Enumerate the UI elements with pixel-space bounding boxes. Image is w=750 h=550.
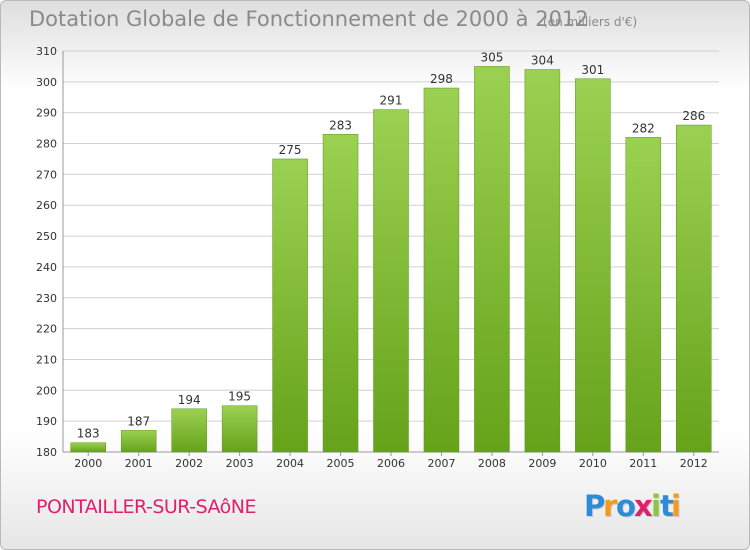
logo-letter: i (671, 489, 681, 523)
y-tick-label: 250 (36, 230, 57, 243)
y-tick-label: 180 (36, 446, 57, 459)
data-label: 195 (228, 390, 251, 404)
x-axis: 2000 2001 2002 2003 2004 2005 2006 2007 2008 2009… (74, 452, 708, 470)
bar-2007 (423, 87, 460, 453)
x-tick-label: 2000 (74, 457, 102, 470)
data-label: 283 (329, 118, 352, 132)
x-tick-label: 2003 (226, 457, 254, 470)
chart-title: Dotation Globale de Fonctionnement de 20… (29, 7, 589, 31)
x-tick-label: 2011 (629, 457, 657, 470)
bar-2005 (322, 134, 359, 453)
bar-2008 (474, 66, 510, 453)
x-tick-label: 2008 (478, 457, 506, 470)
logo-letter: t (660, 489, 674, 523)
y-tick-label: 280 (36, 138, 57, 151)
bar-2001 (120, 430, 157, 453)
data-label: 304 (531, 54, 554, 68)
data-label: 194 (178, 393, 201, 407)
data-label: 282 (632, 121, 655, 135)
data-label: 301 (581, 63, 604, 77)
y-tick-label: 310 (36, 45, 57, 58)
y-tick-label: 200 (36, 384, 57, 397)
x-tick-label: 2006 (377, 457, 405, 470)
data-label: 298 (430, 72, 453, 86)
y-tick-label: 300 (36, 76, 57, 89)
bar-2006 (373, 109, 409, 453)
bars (70, 66, 712, 453)
x-tick-label: 2004 (276, 457, 304, 470)
x-tick-label: 2012 (680, 457, 708, 470)
logo-letter: x (634, 489, 653, 523)
bar-2012 (676, 124, 712, 453)
logo-letter: i (651, 489, 661, 523)
data-label: 183 (77, 427, 100, 441)
x-tick-label: 2001 (125, 457, 153, 470)
bar-2010 (575, 78, 611, 453)
x-tick-label: 2007 (427, 457, 455, 470)
y-tick-label: 190 (36, 415, 57, 428)
bar-2009 (524, 69, 561, 453)
bar-2003 (221, 405, 258, 453)
data-label: 291 (380, 94, 403, 108)
y-tick-label: 210 (36, 353, 57, 366)
data-label: 305 (480, 50, 503, 64)
x-tick-label: 2010 (579, 457, 607, 470)
chart-unit: (en milliers d'€) (543, 15, 638, 29)
y-tick-label: 220 (36, 323, 57, 336)
bar-2000 (70, 442, 106, 453)
data-labels: 183 187 194 195 275 283 291 298 305 304 301 282 286 (77, 50, 705, 440)
y-tick-label: 260 (36, 199, 57, 212)
data-label: 275 (279, 143, 302, 157)
x-tick-label: 2009 (528, 457, 556, 470)
y-axis: 180 190 200 210 220 230 240 250 260 270 280 290 300 3… (36, 45, 57, 459)
x-tick-label: 2005 (327, 457, 355, 470)
data-label: 187 (127, 414, 150, 428)
y-tick-label: 230 (36, 292, 57, 305)
logo-letter: r (603, 489, 618, 523)
city-name: PONTAILLER-SUR-SAôNE (36, 496, 257, 518)
y-tick-label: 270 (36, 168, 57, 181)
data-label: 286 (682, 109, 705, 123)
bar-2004 (272, 158, 308, 453)
logo-letter: o (616, 489, 636, 523)
y-tick-label: 290 (36, 107, 57, 120)
bar-2011 (625, 137, 662, 453)
y-tick-label: 240 (36, 261, 57, 274)
bar-2002 (171, 408, 207, 453)
x-tick-label: 2002 (175, 457, 203, 470)
logo-letter: P (584, 489, 606, 523)
